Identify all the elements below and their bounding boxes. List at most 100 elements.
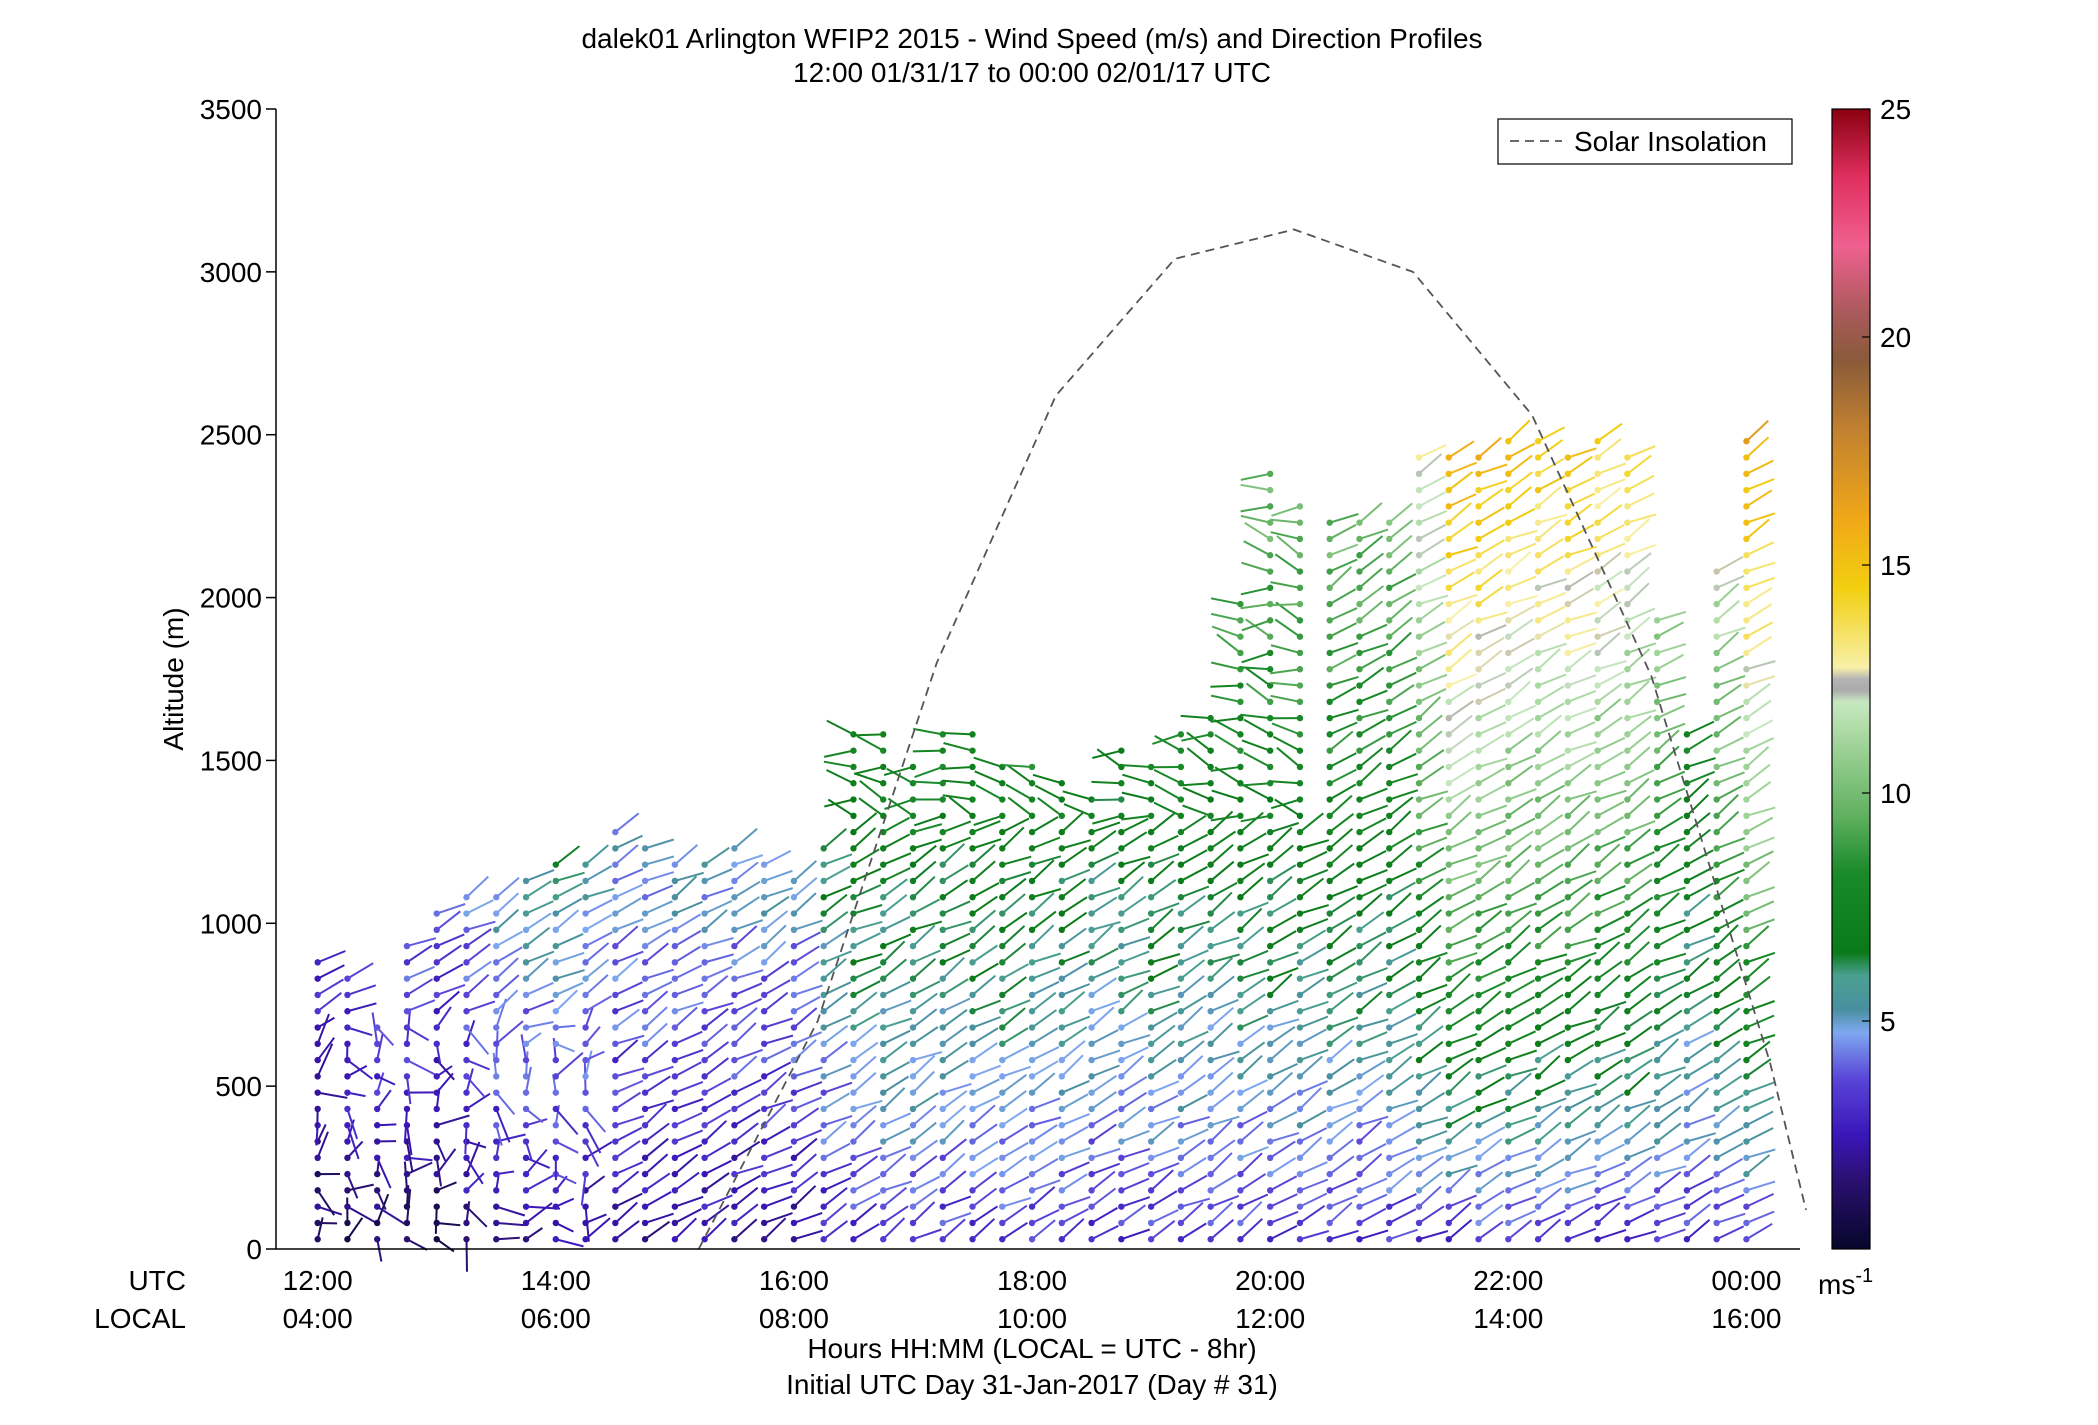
wind-barb-dot — [850, 1073, 857, 1080]
wind-barb-dot — [909, 1024, 917, 1031]
wind-barb-dot — [1415, 714, 1423, 722]
wind-barb — [704, 1093, 732, 1110]
wind-barb — [763, 1163, 793, 1176]
wind-barb-dot — [1028, 1089, 1036, 1096]
wind-barb — [1715, 794, 1739, 817]
wind-barb-dot — [641, 845, 649, 852]
wind-barb-dot — [1266, 1089, 1274, 1096]
wind-barb — [1745, 763, 1771, 785]
wind-barb — [644, 900, 673, 915]
wind-barb-dot — [999, 1122, 1006, 1129]
wind-barb-dot — [969, 747, 976, 754]
wind-barb — [1299, 877, 1325, 899]
wind-barb-dot — [1296, 747, 1304, 754]
wind-barb — [1656, 1009, 1683, 1029]
wind-barb — [1626, 820, 1656, 834]
wind-barb-dot — [1594, 666, 1601, 673]
wind-barb-dot — [1624, 780, 1631, 787]
wind-barb-dot — [999, 942, 1006, 950]
chart-subtitle: 12:00 01/31/17 to 00:00 02/01/17 UTC — [793, 57, 1271, 88]
wind-barb-dot — [1743, 1024, 1750, 1031]
wind-barb — [1239, 811, 1264, 833]
wind-barb-dot — [522, 1203, 530, 1210]
wind-barb-dot — [1743, 486, 1750, 494]
wind-barb-dot — [1386, 617, 1393, 624]
wind-barb-dot — [1713, 747, 1720, 754]
wind-barb-dot — [1653, 812, 1661, 819]
wind-barb — [1329, 622, 1357, 638]
wind-barb — [1299, 1015, 1329, 1029]
wind-barb-dot — [1088, 1203, 1095, 1210]
wind-barb-dot — [1624, 942, 1631, 950]
wind-barb-dot — [1713, 584, 1720, 591]
wind-barb — [555, 951, 585, 964]
wind-barb-dot — [1237, 1122, 1244, 1129]
wind-barb-dot — [1356, 812, 1363, 819]
wind-barb — [1091, 886, 1121, 899]
x-tick-label-utc: 16:00 — [759, 1265, 829, 1296]
wind-barb — [1716, 556, 1744, 573]
wind-barb — [1240, 1146, 1269, 1159]
wind-barb-dot — [493, 1008, 500, 1015]
wind-barb-dot — [850, 1138, 857, 1145]
wind-barb-dot — [1594, 470, 1601, 477]
wind-barb-dot — [701, 991, 708, 999]
wind-barb-dot — [1058, 812, 1066, 819]
wind-barb-dot — [880, 1170, 887, 1178]
wind-barb — [674, 1195, 704, 1208]
wind-barb-dot — [1564, 1056, 1572, 1064]
wind-barb — [1507, 966, 1537, 980]
wind-barb-dot — [1266, 1105, 1274, 1113]
wind-barb-dot — [1237, 991, 1244, 999]
wind-barb-dot — [1445, 682, 1452, 689]
wind-barb-dot — [1624, 503, 1631, 510]
wind-barb — [1567, 570, 1594, 589]
wind-barb — [1746, 1180, 1776, 1192]
wind-barb-dot — [1118, 747, 1125, 754]
wind-barb — [1150, 1121, 1175, 1143]
wind-barb — [465, 960, 492, 980]
wind-barb-dot — [939, 991, 946, 999]
wind-barb — [1272, 735, 1301, 752]
wind-barb-dot — [1445, 584, 1452, 591]
wind-barb-dot — [1207, 763, 1214, 771]
wind-barb — [1090, 924, 1114, 947]
wind-barb — [1567, 790, 1597, 801]
wind-barb-dot — [1594, 682, 1601, 689]
wind-barb-dot — [1058, 1073, 1066, 1080]
wind-barb — [555, 989, 578, 1012]
wind-barb-dot — [999, 1219, 1006, 1227]
wind-barb — [1596, 941, 1621, 964]
wind-barb — [704, 899, 733, 915]
wind-barb — [1418, 696, 1442, 719]
wind-barb-dot — [731, 1219, 738, 1227]
wind-barb-dot — [1505, 1008, 1512, 1015]
wind-barb — [1716, 1142, 1744, 1159]
wind-barb — [1656, 1093, 1684, 1110]
wind-barb — [912, 780, 943, 785]
wind-barb — [436, 910, 461, 931]
wind-barb — [823, 1092, 850, 1110]
wind-barb-dot — [1386, 649, 1393, 657]
x-row-local-label: LOCAL — [94, 1303, 186, 1334]
wind-barb-dot — [1683, 1056, 1691, 1064]
wind-barb — [614, 918, 644, 931]
wind-barb-dot — [1743, 845, 1750, 852]
wind-barb-dot — [1445, 698, 1452, 705]
wind-barb-dot — [671, 1203, 679, 1210]
wind-barb-dot — [1445, 486, 1452, 494]
wind-barb-dot — [1028, 1203, 1036, 1210]
wind-barb-dot — [1534, 682, 1542, 689]
wind-barb-dot — [1028, 861, 1036, 868]
wind-barb — [1746, 806, 1776, 817]
wind-barb-dot — [790, 1138, 798, 1145]
wind-barb-dot — [850, 1056, 857, 1064]
wind-barb-dot — [1326, 763, 1333, 771]
wind-barb — [1537, 794, 1561, 817]
wind-barb — [733, 1007, 758, 1029]
colorbar-tick-label: 15 — [1880, 550, 1911, 581]
wind-barb — [555, 1222, 574, 1233]
wind-barb-dot — [999, 828, 1006, 836]
wind-barb-dot — [612, 991, 619, 999]
wind-barb — [1596, 843, 1621, 866]
